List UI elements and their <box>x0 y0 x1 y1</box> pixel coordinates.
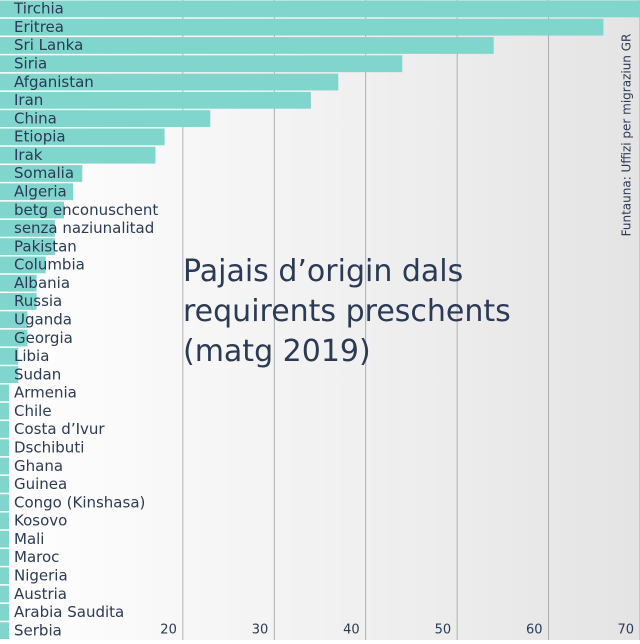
bar <box>0 219 55 237</box>
category-label: Costa d’Ivur <box>14 420 105 438</box>
category-label: betg enconuschent <box>14 201 158 219</box>
bar <box>0 201 64 219</box>
category-label: Maroc <box>14 548 59 566</box>
category-label: Mali <box>14 530 44 548</box>
bar <box>0 366 19 383</box>
bar <box>0 512 10 530</box>
category-label: Kosovo <box>14 512 67 530</box>
bar <box>0 384 10 402</box>
bar <box>0 347 19 365</box>
category-label: Columbia <box>14 256 85 274</box>
bar <box>0 146 156 164</box>
x-tick-label: 40 <box>343 623 360 638</box>
category-label: Irak <box>14 146 43 164</box>
category-label: Chile <box>14 402 52 420</box>
bar <box>0 256 46 274</box>
bar <box>0 311 28 329</box>
category-label: Georgia <box>14 329 73 347</box>
category-label: Russia <box>14 292 62 310</box>
category-label: Austria <box>14 585 67 603</box>
bar <box>0 91 311 109</box>
bar <box>0 110 211 127</box>
category-label: Siria <box>14 55 47 73</box>
bar <box>0 274 37 292</box>
x-tick-label: 20 <box>160 623 177 638</box>
category-label: Arabia Saudita <box>14 603 124 621</box>
category-label: Congo (Kinshasa) <box>14 493 145 511</box>
category-label: Algeria <box>14 183 67 201</box>
bar <box>0 402 10 420</box>
bar <box>0 73 339 91</box>
bar <box>0 439 10 457</box>
category-label: senza naziunalitad <box>14 219 154 237</box>
category-label: Tirchia <box>13 0 64 18</box>
bar <box>0 293 37 310</box>
bar <box>0 18 604 36</box>
category-label: Albania <box>14 274 70 292</box>
bar <box>0 622 10 639</box>
category-label: China <box>14 109 57 127</box>
bar <box>0 603 10 621</box>
bar <box>0 585 10 603</box>
category-label: Afganistan <box>14 73 94 91</box>
x-tick-label: 50 <box>435 623 452 638</box>
category-label: Libia <box>14 347 49 365</box>
source: Funtauna: Uffizi per migraziun GR <box>620 34 634 237</box>
bar <box>0 37 494 54</box>
category-label: Pakistan <box>14 237 77 255</box>
category-label: Sudan <box>14 365 61 383</box>
x-tick-label: 60 <box>526 623 543 638</box>
category-label: Serbia <box>14 621 62 639</box>
x-tick-label: 30 <box>252 623 269 638</box>
category-label: Etiopia <box>14 128 66 146</box>
category-label: Somalia <box>14 164 74 182</box>
bar <box>0 329 28 347</box>
category-label: Armenia <box>14 384 77 402</box>
category-label: Ghana <box>14 457 63 475</box>
bar <box>0 55 403 73</box>
bar <box>0 165 83 182</box>
bar <box>0 128 165 146</box>
category-label: Dschibuti <box>14 439 84 457</box>
bar <box>0 238 55 255</box>
category-label: Sri Lanka <box>14 36 83 54</box>
category-label: Iran <box>14 91 43 109</box>
bar <box>0 475 10 493</box>
bar <box>0 549 10 566</box>
bar <box>0 494 10 511</box>
x-tick-label: 70 <box>617 623 634 638</box>
chart-title: Pajais d’origin dals requirents preschent… <box>183 254 511 369</box>
bar <box>0 421 10 438</box>
bar <box>0 0 640 18</box>
category-label: Eritrea <box>14 18 64 36</box>
bar <box>0 457 10 475</box>
bar <box>0 183 74 201</box>
category-label: Guinea <box>14 475 67 493</box>
bar <box>0 530 10 548</box>
bar <box>0 567 10 585</box>
category-label: Nigeria <box>14 567 68 585</box>
category-label: Uganda <box>14 311 72 329</box>
